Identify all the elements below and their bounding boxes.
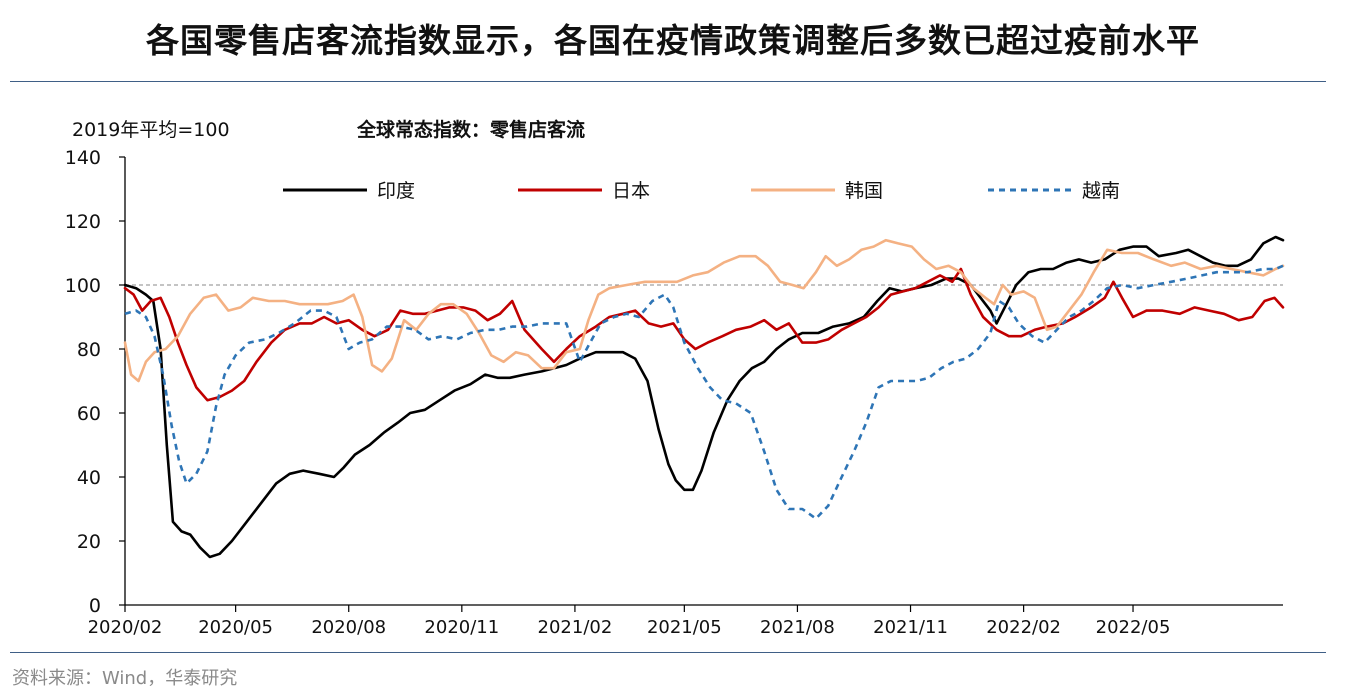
series-line-印度 xyxy=(123,235,1285,559)
y-tick-label: 20 xyxy=(77,531,101,553)
source-note: 资料来源：Wind，华泰研究 xyxy=(12,668,238,689)
chart-title: 全球常态指数：零售店客流 xyxy=(356,118,585,141)
series-layer xyxy=(123,235,1285,559)
x-tick-label: 2020/05 xyxy=(198,617,273,638)
y-tick-label: 140 xyxy=(65,147,101,169)
legend-label: 日本 xyxy=(612,180,650,202)
y-tick-label: 40 xyxy=(77,467,101,489)
x-tick-label: 2020/11 xyxy=(424,617,499,638)
x-tick-label: 2021/11 xyxy=(873,617,948,638)
y-tick-label: 0 xyxy=(89,595,101,617)
y-tick-label: 60 xyxy=(77,403,101,425)
bottom-divider xyxy=(10,652,1326,653)
series-line-越南 xyxy=(124,264,1284,520)
unit-note: 2019年平均=100 xyxy=(72,119,230,141)
series-line-韩国 xyxy=(123,238,1285,383)
x-tick-label: 2020/02 xyxy=(88,617,163,638)
y-tick-label: 120 xyxy=(65,211,101,233)
legend-label: 印度 xyxy=(377,180,415,202)
legend-label: 韩国 xyxy=(845,180,883,202)
axes-layer: 0 20 40 60 80 100 120 140 2020/02 2020/05 2020/08 2… xyxy=(65,147,1283,638)
legend: 印度 日本 韩国 越南 xyxy=(283,180,1120,202)
y-tick-label: 100 xyxy=(65,275,101,297)
series-line-日本 xyxy=(123,267,1285,402)
x-tick-label: 2021/05 xyxy=(647,617,722,638)
y-tick-label: 80 xyxy=(77,339,101,361)
top-divider xyxy=(10,81,1326,82)
x-tick-label: 2020/08 xyxy=(311,617,386,638)
x-tick-label: 2022/02 xyxy=(986,617,1061,638)
x-tick-label: 2022/05 xyxy=(1096,617,1171,638)
legend-label: 越南 xyxy=(1082,180,1120,202)
page-title: 各国零售店客流指数显示，各国在疫情政策调整后多数已超过疫前水平 xyxy=(146,21,1200,60)
x-tick-label: 2021/08 xyxy=(760,617,835,638)
x-tick-label: 2021/02 xyxy=(538,617,613,638)
